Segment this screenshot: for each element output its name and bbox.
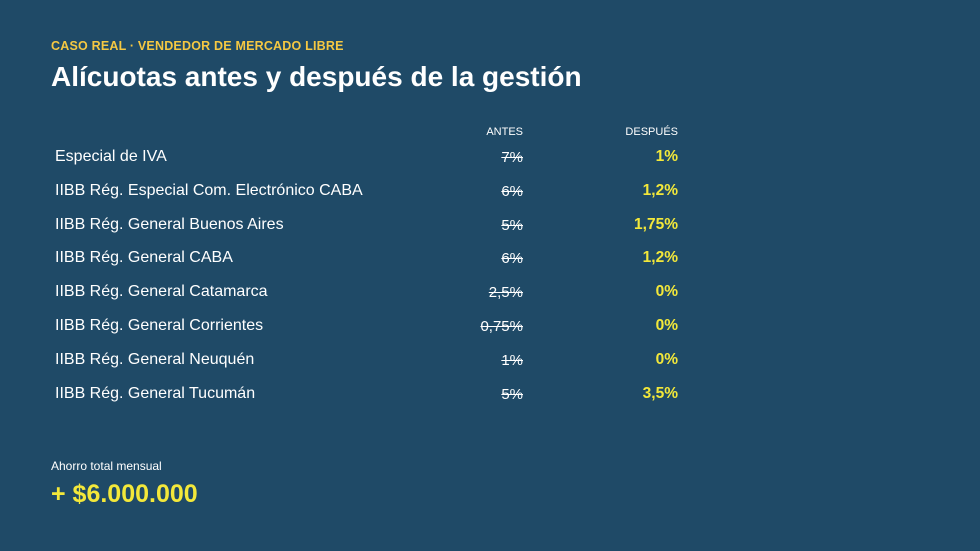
table-row: IIBB Rég. General Corrientes 0,75% 0% — [55, 313, 680, 347]
eyebrow-label: CASO REAL · VENDEDOR DE MERCADO LIBRE — [51, 39, 344, 53]
table-row: Especial de IVA 7% 1% — [55, 144, 680, 178]
page-title: Alícuotas antes y después de la gestión — [51, 61, 582, 92]
table-row: IIBB Rég. General Catamarca 2,5% 0% — [55, 279, 680, 313]
row-before-value: 0,75% — [480, 317, 523, 335]
table-row: IIBB Rég. General CABA 6% 1,2% — [55, 245, 680, 279]
row-after-value: 1,2% — [642, 249, 678, 267]
table-row: IIBB Rég. General Buenos Aires 5% 1,75% — [55, 212, 680, 246]
column-header-before: ANTES — [486, 126, 523, 138]
row-label: Especial de IVA — [55, 148, 167, 165]
row-before-value: 5% — [501, 216, 523, 234]
row-before-value: 2,5% — [488, 284, 523, 302]
row-after-value: 0% — [655, 283, 678, 301]
row-after-value: 1,2% — [642, 181, 678, 199]
row-after-value: 3,5% — [642, 384, 678, 402]
row-label: IIBB Rég. General CABA — [55, 249, 233, 267]
table-row: IIBB Rég. Especial Com. Electrónico CABA… — [55, 178, 680, 212]
savings-value: + $6.000.000 — [51, 480, 198, 508]
table-header: ANTES DESPUÉS — [55, 126, 680, 144]
row-after-value: 1,75% — [634, 215, 678, 233]
row-after-value: 0% — [655, 316, 678, 334]
row-before-value: 6% — [501, 250, 523, 268]
row-before-value: 7% — [501, 149, 523, 166]
row-after-value: 1% — [655, 148, 678, 165]
row-after-value: 0% — [655, 350, 678, 368]
row-label: IIBB Rég. General Tucumán — [55, 384, 256, 402]
row-before-value: 1% — [501, 351, 523, 369]
row-label: IIBB Rég. General Neuquén — [55, 350, 255, 368]
row-label: IIBB Rég. General Buenos Aires — [55, 215, 284, 233]
row-label: IIBB Rég. Especial Com. Electrónico CABA — [55, 181, 363, 199]
savings-label: Ahorro total mensual — [51, 459, 162, 473]
row-label: IIBB Rég. General Corrientes — [55, 316, 264, 334]
rates-table: ANTES DESPUÉS Especial de IVA 7% 1% IIBB… — [55, 126, 680, 414]
row-before-value: 5% — [501, 385, 523, 403]
row-before-value: 6% — [501, 182, 523, 200]
row-label: IIBB Rég. General Catamarca — [55, 283, 268, 301]
table-row: IIBB Rég. General Neuquén 1% 0% — [55, 347, 680, 381]
table-row: IIBB Rég. General Tucumán 5% 3,5% — [55, 381, 680, 415]
column-header-after: DESPUÉS — [625, 126, 678, 138]
